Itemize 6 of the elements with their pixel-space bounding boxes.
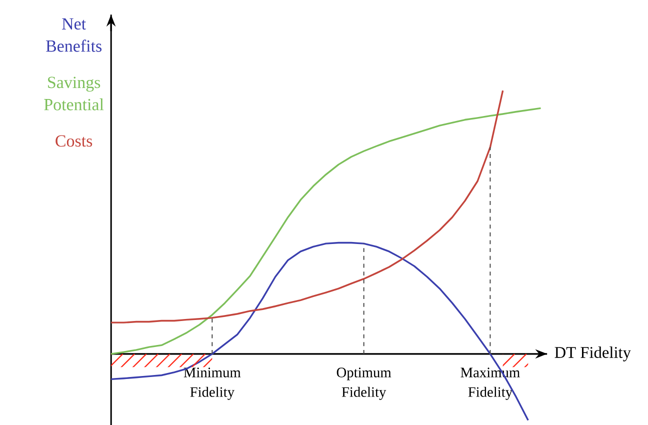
text: Costs: [56, 135, 92, 147]
x-tick-label: Optimum Fidelity: [336, 368, 392, 400]
x-tick-label: Minimum Fidelity: [184, 368, 241, 400]
x-axis-title: DT Fidelity: [554, 346, 631, 362]
text: Savings Potential: [44, 76, 104, 110]
text: Net Benefits: [46, 18, 102, 52]
